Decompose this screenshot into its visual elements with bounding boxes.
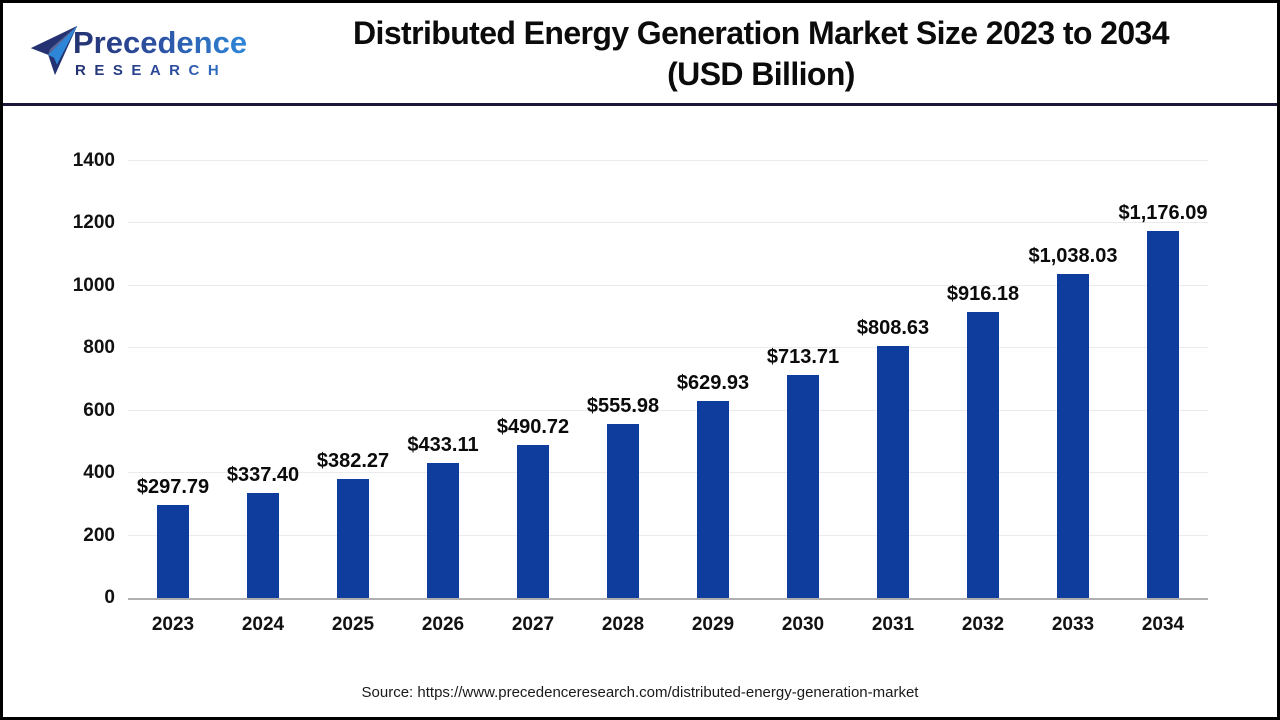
x-axis-label-2026: 2026	[421, 614, 465, 635]
bar-value-label-2030: $713.71	[766, 346, 840, 369]
y-axis-tick-400: 400	[83, 462, 115, 484]
logo-brand-name: Precedence	[73, 25, 248, 61]
gridline-200	[128, 534, 1208, 536]
x-axis-label-2025: 2025	[331, 614, 375, 635]
x-axis-label-2030: 2030	[781, 614, 825, 635]
bar-2034	[1147, 230, 1179, 598]
x-axis-label-2034: 2034	[1141, 614, 1185, 635]
y-axis-tick-200: 200	[83, 524, 115, 546]
bar-2024	[247, 492, 279, 598]
bar-2028	[607, 424, 639, 598]
bar-value-label-2026: $433.11	[407, 433, 479, 456]
bar-value-label-2027: $490.72	[496, 415, 570, 438]
gridline-1400	[128, 160, 1208, 161]
logo-text: Precedence RESEARCH	[73, 27, 247, 79]
bar-value-label-2032: $916.18	[946, 283, 1020, 306]
bar-value-label-2034: $1,176.09	[1118, 201, 1208, 224]
chart-title-line1: Distributed Energy Generation Market Siz…	[353, 15, 1170, 52]
x-axis-label-2032: 2032	[961, 614, 1005, 635]
bar-2023	[157, 505, 189, 598]
paper-plane-icon	[30, 25, 78, 76]
bar-2031	[877, 345, 909, 598]
bar-value-label-2024: $337.40	[226, 463, 300, 486]
bar-2026	[427, 462, 459, 598]
x-axis-label-2027: 2027	[511, 614, 555, 635]
bar-2033	[1057, 274, 1089, 598]
bar-2030	[787, 375, 819, 598]
bar-2032	[967, 312, 999, 598]
precedence-research-logo: Precedence RESEARCH	[3, 25, 271, 79]
x-axis-label-2023: 2023	[151, 614, 195, 635]
bar-value-label-2023: $297.79	[136, 476, 210, 499]
bar-value-label-2033: $1,038.03	[1028, 245, 1118, 267]
x-axis-label-2029: 2029	[691, 614, 735, 635]
y-axis-tick-1400: 1400	[72, 150, 115, 171]
y-axis-tick-600: 600	[83, 399, 115, 421]
x-axis-label-2031: 2031	[871, 614, 915, 635]
bar-value-label-2031: $808.63	[856, 316, 930, 339]
gridline-600	[128, 409, 1208, 411]
gridline-1200	[128, 222, 1208, 224]
header: Precedence RESEARCH Distributed Energy G…	[3, 3, 1277, 106]
bar-chart-plot: 0 200 400 600 800 1000 1200 1400 $297.79 2023 $337…	[73, 150, 1208, 635]
y-axis-tick-1000: 1000	[72, 274, 115, 296]
bar-2025	[337, 478, 369, 598]
gridline-1000	[128, 284, 1208, 286]
bar-value-label-2028: $555.98	[586, 395, 660, 418]
x-axis-label-2033: 2033	[1051, 614, 1095, 635]
bar-2029	[697, 401, 729, 598]
bar-2027	[517, 444, 549, 598]
y-axis-tick-0: 0	[104, 587, 115, 608]
gridline-800	[128, 347, 1208, 349]
chart-title: Distributed Energy Generation Market Siz…	[271, 12, 1277, 94]
x-axis-label-2028: 2028	[601, 614, 645, 635]
gridline-400	[128, 472, 1208, 474]
logo-brand-subtitle: RESEARCH	[75, 62, 247, 79]
bar-value-label-2025: $382.27	[316, 449, 390, 472]
source-text: Source: https://www.precedenceresearch.c…	[361, 684, 919, 701]
bar-value-label-2029: $629.93	[676, 372, 750, 395]
y-axis-tick-1200: 1200	[72, 212, 115, 234]
y-axis-tick-800: 800	[83, 337, 115, 359]
x-axis-label-2024: 2024	[241, 614, 285, 635]
chart-title-line2: (USD Billion)	[667, 56, 855, 93]
